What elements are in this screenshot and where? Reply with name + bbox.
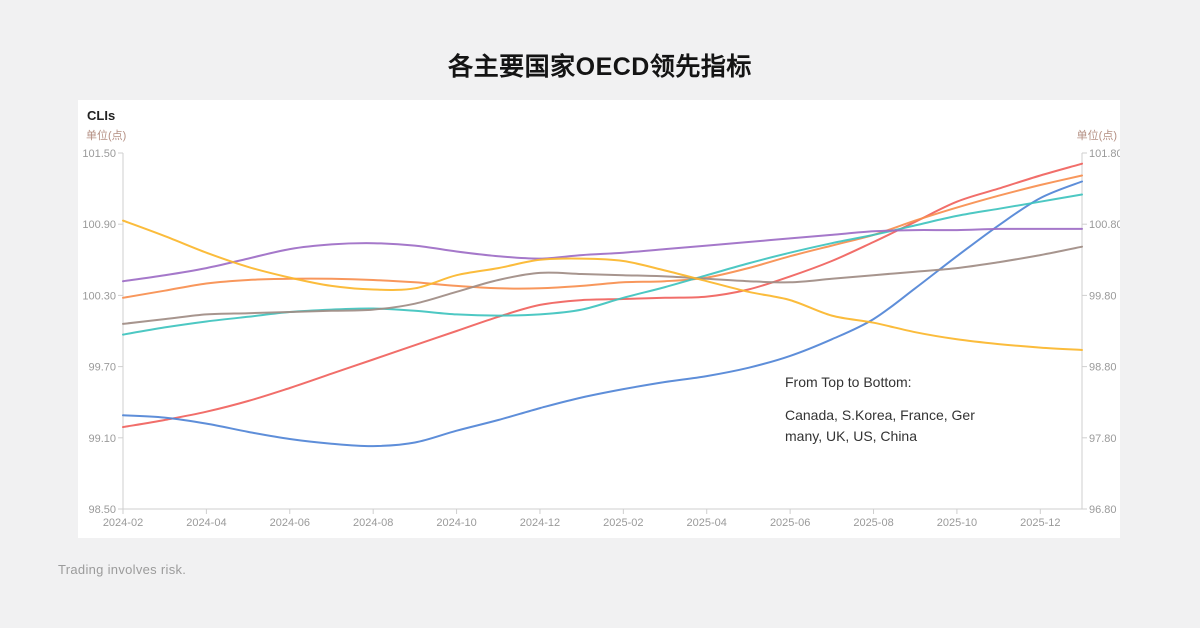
x-axis-tick-label: 2025-08 (853, 517, 893, 529)
right-axis-tick-label: 96.80 (1089, 504, 1117, 516)
x-axis-tick-label: 2025-12 (1020, 517, 1060, 529)
right-axis-unit-label: 单位(点) (1076, 130, 1117, 142)
legend-note-intro: From Top to Bottom: (785, 374, 912, 390)
x-axis-tick-label: 2024-08 (353, 517, 393, 529)
series-line-france (122, 180, 1083, 448)
left-axis-tick-label: 100.90 (82, 219, 116, 231)
left-axis-tick-label: 100.30 (82, 290, 116, 302)
left-axis-tick-label: 98.50 (88, 504, 116, 516)
series-line-uk (122, 227, 1083, 283)
legend-note: From Top to Bottom: Canada, S.Korea, Fra… (785, 372, 985, 447)
x-axis-tick-label: 2024-10 (436, 517, 476, 529)
x-axis-tick-label: 2025-10 (937, 517, 977, 529)
left-axis-tick-label: 101.50 (82, 148, 116, 160)
chart-heading: CLIs (87, 108, 116, 123)
page-title: 各主要国家OECD领先指标 (448, 53, 752, 81)
series-line-china (122, 219, 1083, 351)
right-axis-tick-label: 99.80 (1089, 290, 1117, 302)
chart-card: 101.50 101.80 100.90 100.80 100.30 99.80 99.70… (78, 100, 1120, 538)
x-axis-tick-label: 2025-06 (770, 517, 810, 529)
left-axis-tick-label: 99.10 (88, 433, 116, 445)
right-axis-tick-label: 98.80 (1089, 362, 1117, 374)
legend-note-countries: Canada, S.Korea, France, Germany, UK, US… (785, 407, 975, 444)
oecd-cli-line-chart: 101.50 101.80 100.90 100.80 100.30 99.80 99.70… (82, 148, 1120, 529)
x-axis-tick-label: 2024-02 (103, 517, 143, 529)
right-axis-tick-label: 100.80 (1089, 219, 1120, 231)
x-axis-tick-label: 2025-04 (687, 517, 727, 529)
left-axis-unit-label: 单位(点) (86, 130, 127, 142)
axis-frame (122, 153, 1083, 510)
series-line-us (122, 245, 1083, 325)
disclaimer-text: Trading involves risk. (58, 562, 187, 577)
x-axis-tick-label: 2024-04 (186, 517, 226, 529)
right-axis-tick-label: 97.80 (1089, 433, 1117, 445)
x-axis-tick-label: 2024-12 (520, 517, 560, 529)
left-axis-tick-label: 99.70 (88, 362, 116, 374)
right-axis-tick-label: 101.80 (1089, 148, 1120, 160)
x-axis-tick-label: 2024-06 (270, 517, 310, 529)
series-line-skorea (122, 174, 1083, 299)
x-axis-tick-label: 2025-02 (603, 517, 643, 529)
